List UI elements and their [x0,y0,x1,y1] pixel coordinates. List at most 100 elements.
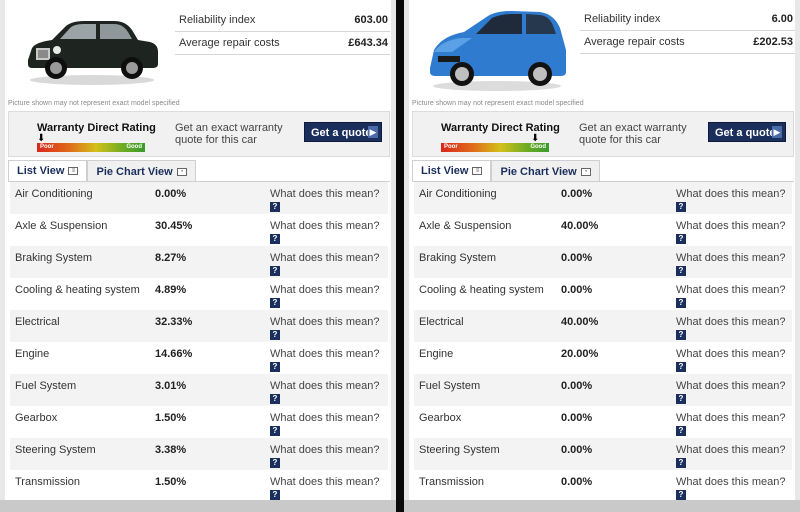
horizontal-scrollbar[interactable] [404,500,800,512]
car-stats: Reliability index 603.00 Average repair … [175,9,390,55]
help-icon[interactable]: ? [270,458,280,468]
system-percent: 0.00% [561,188,593,200]
what-does-this-mean-link[interactable]: What does this mean? [270,380,380,392]
help-icon[interactable]: ? [270,266,280,276]
stat-label: Average repair costs [584,36,685,48]
tab-list-view[interactable]: List View ≡ [8,160,88,182]
get-a-quote-button[interactable]: Get a quote ▶ [304,122,382,142]
system-percent: 0.00% [561,412,593,424]
right-car-panel: Reliability index 6.00 Average repair co… [404,0,800,512]
tab-pie-chart-view[interactable]: Pie Chart View ◔ [491,160,600,182]
what-does-this-mean-link[interactable]: What does this mean? [270,316,380,328]
system-name: Engine [419,348,454,360]
system-name: Electrical [15,316,60,328]
help-icon[interactable]: ? [270,362,280,372]
help-icon[interactable]: ? [270,234,280,244]
system-percent: 0.00% [561,444,593,456]
what-does-this-mean-link[interactable]: What does this mean? [676,412,786,424]
reliability-index-row: Reliability index 603.00 [175,9,390,32]
system-name: Cooling & heating system [419,284,544,296]
list-item: Transmission 1.50% What does this mean?? [10,470,388,502]
stat-label: Average repair costs [179,37,280,49]
system-name: Gearbox [419,412,462,424]
car-image [430,11,566,91]
help-icon[interactable]: ? [270,394,280,404]
help-icon[interactable]: ? [676,266,686,276]
repair-breakdown-list: Air Conditioning 0.00% What does this mean… [10,182,388,502]
what-does-this-mean-link[interactable]: What does this mean? [270,412,380,424]
horizontal-scrollbar[interactable] [0,500,396,512]
view-tabs: List View ≡ Pie Chart View ◔ [8,160,196,182]
system-name: Steering System [419,444,500,456]
list-item: Axle & Suspension 30.45% What does this me… [10,214,388,246]
what-does-this-mean-link[interactable]: What does this mean? [270,188,380,200]
system-percent: 32.33% [155,316,193,328]
what-does-this-mean-link[interactable]: What does this mean? [676,316,786,328]
repair-costs-row: Average repair costs £202.53 [580,31,795,54]
help-icon[interactable]: ? [270,202,280,212]
stat-value: £202.53 [753,36,793,48]
system-percent: 8.27% [155,252,187,264]
list-item: Cooling & heating system 0.00% What does t… [414,278,792,310]
system-name: Transmission [419,476,484,488]
list-item: Fuel System 0.00% What does this mean?? [414,374,792,406]
help-icon[interactable]: ? [270,490,280,500]
system-percent: 0.00% [561,476,593,488]
system-percent: 1.50% [155,412,187,424]
what-does-this-mean-link[interactable]: What does this mean? [270,444,380,456]
tab-pie-chart-view[interactable]: Pie Chart View ◔ [87,160,196,182]
help-icon[interactable]: ? [676,458,686,468]
tab-label: List View [421,165,469,177]
panel-border-right [795,0,800,512]
help-icon[interactable]: ? [676,490,686,500]
rating-scale-bar: Poor Good [37,143,145,152]
what-does-this-mean-link[interactable]: What does this mean? [676,284,786,296]
system-percent: 0.00% [561,284,593,296]
quote-prompt: Get an exact warranty quote for this car [579,122,687,146]
chevron-right-icon: ▶ [368,126,378,138]
help-icon[interactable]: ? [676,234,686,244]
what-does-this-mean-link[interactable]: What does this mean? [676,220,786,232]
what-does-this-mean-link[interactable]: What does this mean? [676,380,786,392]
list-item: Engine 20.00% What does this mean?? [414,342,792,374]
help-icon[interactable]: ? [270,426,280,436]
what-does-this-mean-link[interactable]: What does this mean? [270,284,380,296]
system-name: Transmission [15,476,80,488]
what-does-this-mean-link[interactable]: What does this mean? [270,348,380,360]
what-does-this-mean-link[interactable]: What does this mean? [676,444,786,456]
what-does-this-mean-link[interactable]: What does this mean? [270,220,380,232]
help-icon[interactable]: ? [676,426,686,436]
what-does-this-mean-link[interactable]: What does this mean? [270,476,380,488]
help-icon[interactable]: ? [676,298,686,308]
system-name: Air Conditioning [15,188,93,200]
system-percent: 3.01% [155,380,187,392]
help-icon[interactable]: ? [676,394,686,404]
system-name: Fuel System [419,380,481,392]
repair-breakdown-list: Air Conditioning 0.00% What does this mean… [414,182,792,502]
stat-label: Reliability index [179,14,256,26]
what-does-this-mean-link[interactable]: What does this mean? [676,348,786,360]
list-item: Cooling & heating system 4.89% What does t… [10,278,388,310]
what-does-this-mean-link[interactable]: What does this mean? [676,476,786,488]
help-icon[interactable]: ? [270,330,280,340]
tab-label: Pie Chart View [96,165,173,178]
what-does-this-mean-link[interactable]: What does this mean? [270,252,380,264]
list-item: Electrical 40.00% What does this mean?? [414,310,792,342]
what-does-this-mean-link[interactable]: What does this mean? [676,188,786,200]
list-icon: ≡ [68,167,79,175]
what-does-this-mean-link[interactable]: What does this mean? [676,252,786,264]
help-icon[interactable]: ? [676,202,686,212]
rating-scale-bar: Poor Good [441,143,549,152]
system-percent: 0.00% [561,380,593,392]
picture-disclaimer: Picture shown may not represent exact mo… [8,100,180,107]
help-icon[interactable]: ? [270,298,280,308]
get-a-quote-button[interactable]: Get a quote ▶ [708,122,786,142]
system-percent: 3.38% [155,444,187,456]
help-icon[interactable]: ? [676,362,686,372]
car-stats: Reliability index 6.00 Average repair co… [580,8,795,54]
help-icon[interactable]: ? [676,330,686,340]
rating-pointer-icon: ⬇ [37,133,46,144]
tab-list-view[interactable]: List View ≡ [412,160,492,182]
quote-prompt: Get an exact warranty quote for this car [175,122,283,146]
pie-chart-icon: ◔ [176,167,187,176]
